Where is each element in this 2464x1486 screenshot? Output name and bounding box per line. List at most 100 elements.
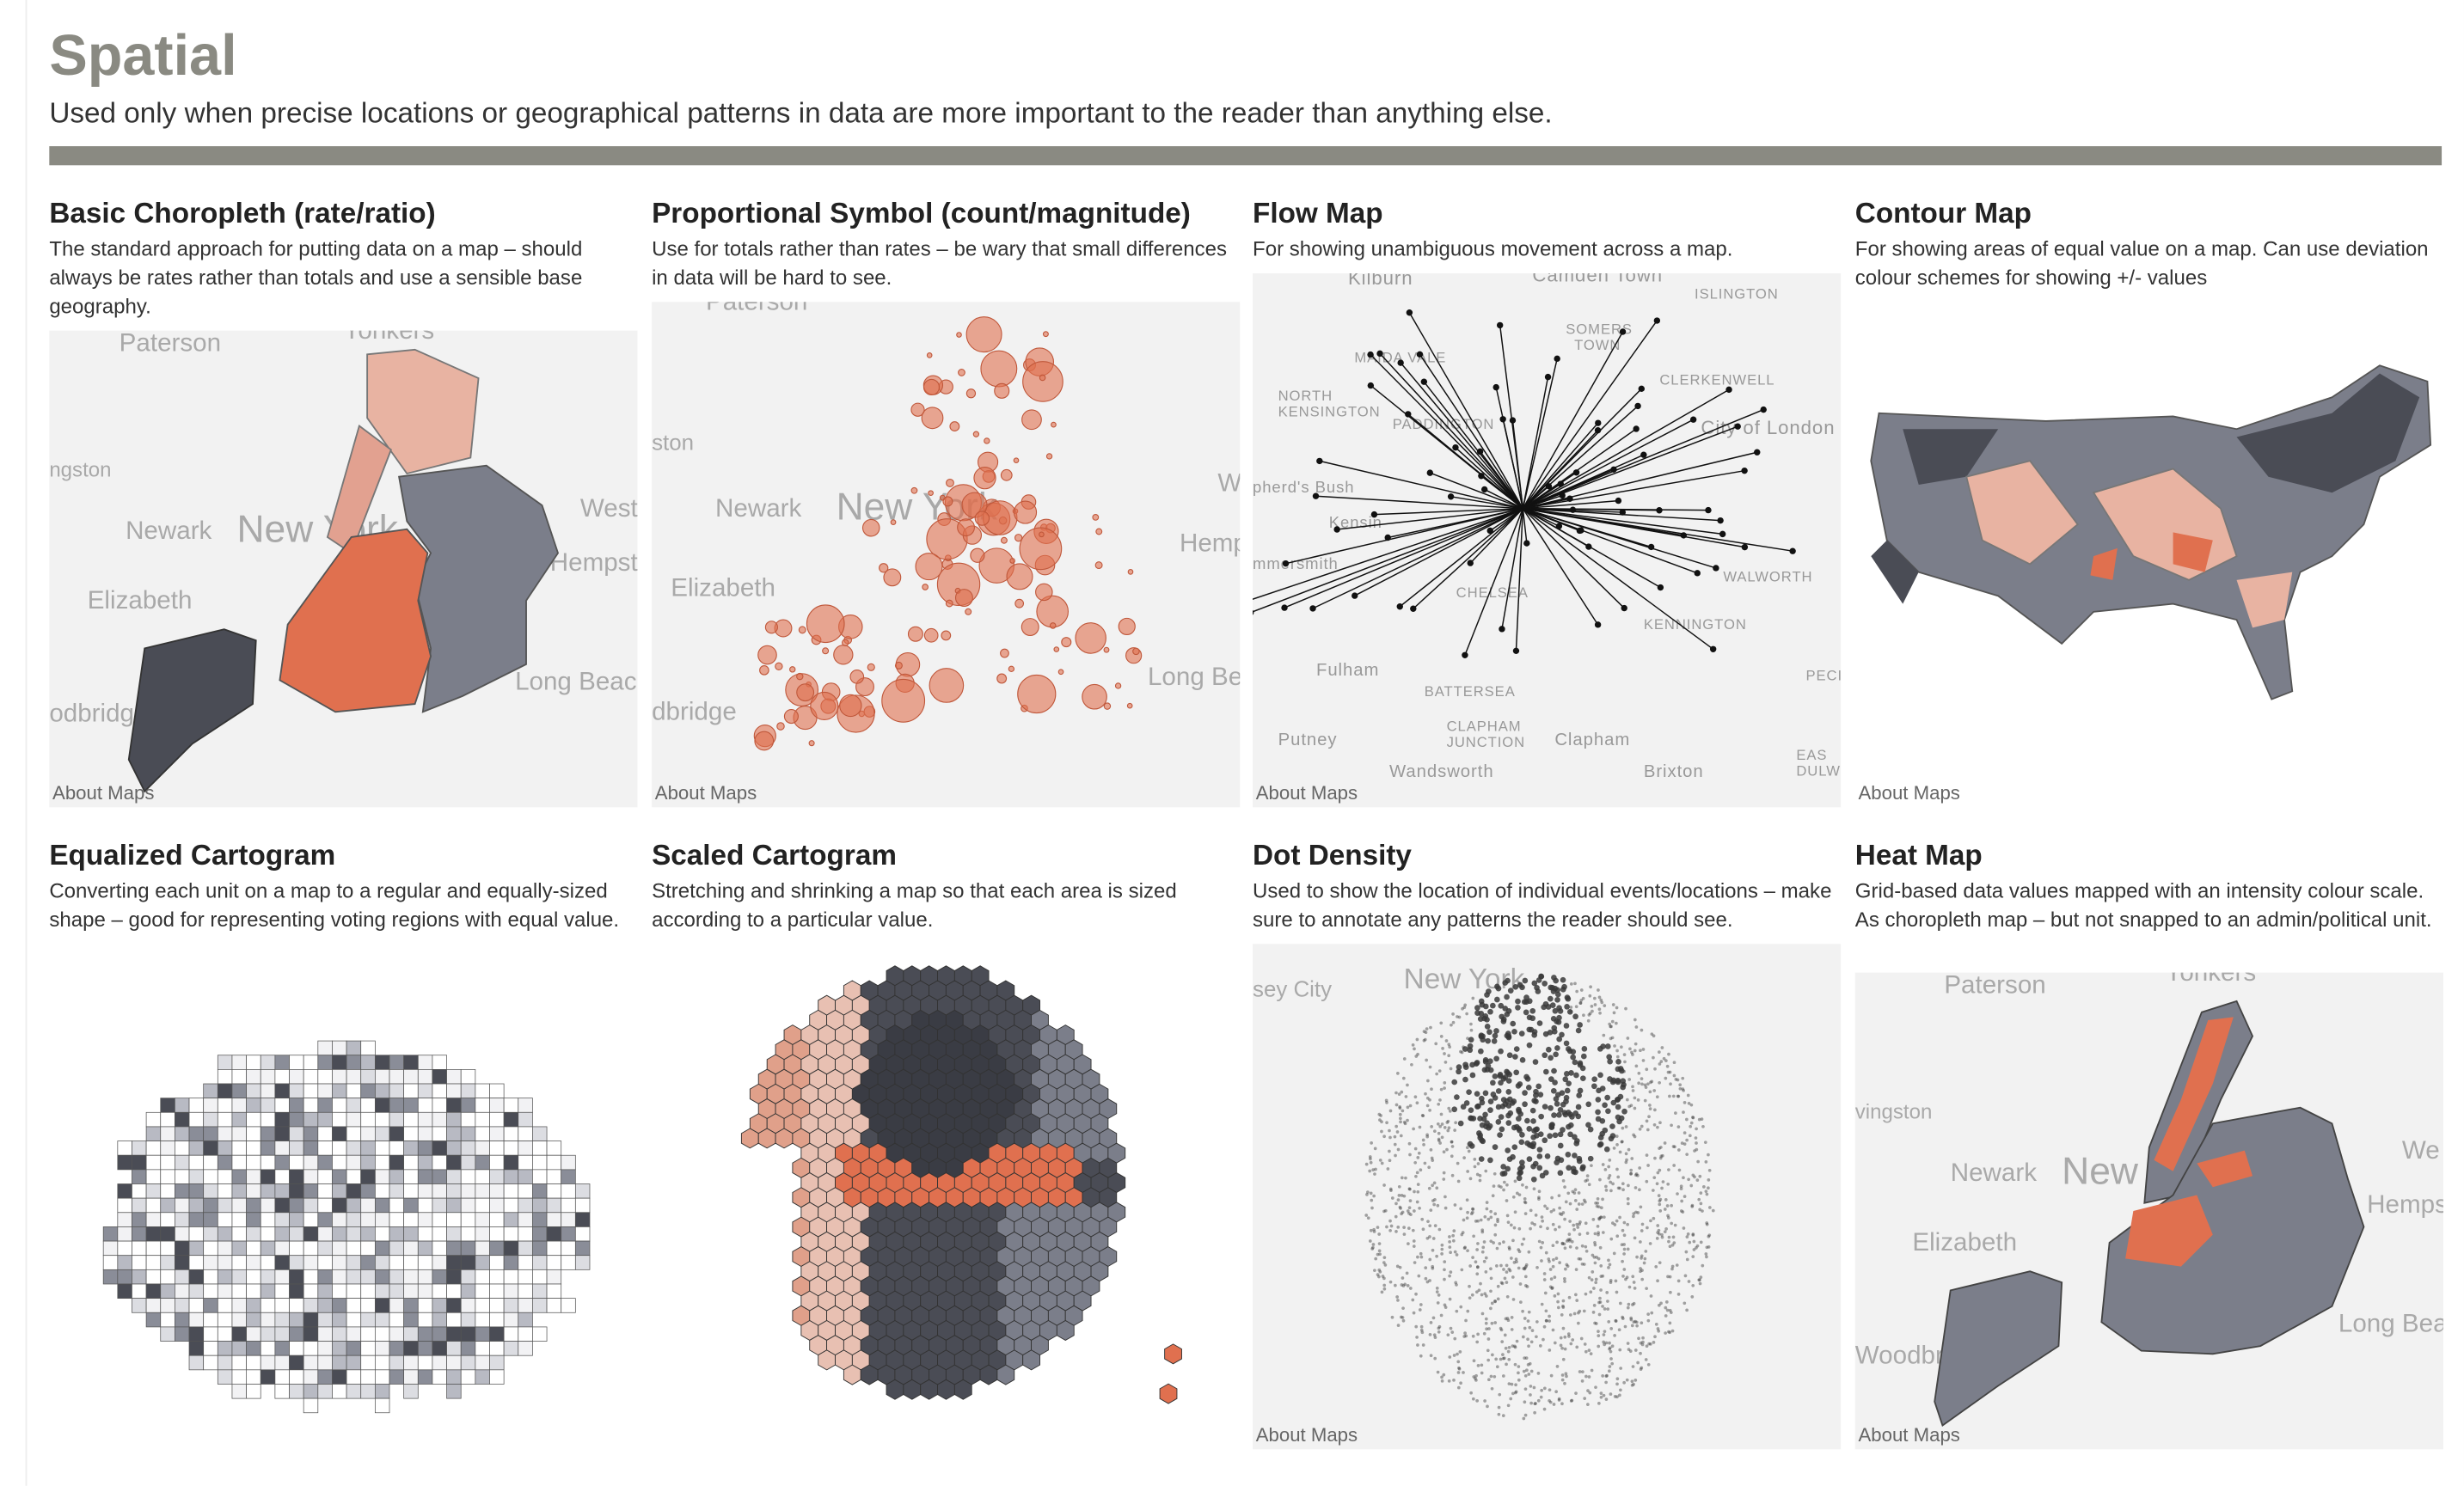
cartogram-cell bbox=[432, 1327, 447, 1342]
dot bbox=[1701, 1264, 1704, 1268]
cartogram-cell bbox=[346, 1084, 361, 1098]
dot bbox=[1627, 1306, 1630, 1310]
cartogram-cell bbox=[489, 1284, 504, 1299]
dot bbox=[1621, 1188, 1625, 1191]
dot bbox=[1603, 1004, 1606, 1007]
dot bbox=[1399, 1116, 1402, 1120]
dot bbox=[1640, 1083, 1644, 1086]
cartogram-cell bbox=[247, 1155, 261, 1170]
dot bbox=[1416, 1156, 1419, 1159]
dot bbox=[1428, 1235, 1431, 1238]
cartogram-cell bbox=[175, 1098, 189, 1113]
dot bbox=[1493, 1212, 1497, 1215]
dot bbox=[1652, 1176, 1656, 1179]
dot bbox=[1442, 1177, 1445, 1181]
dot-density-map[interactable]: sey City New York About Maps bbox=[1253, 944, 1841, 1449]
cartogram-cell bbox=[275, 1084, 290, 1098]
dot bbox=[1471, 997, 1474, 1000]
dot bbox=[1556, 1015, 1562, 1021]
cartogram-cell bbox=[318, 1241, 333, 1256]
dot bbox=[1486, 1348, 1490, 1352]
flow-map[interactable]: Kilburn Camden Town ISLINGTON SOMERS TOW… bbox=[1253, 273, 1841, 807]
cartogram-cell bbox=[332, 1299, 346, 1313]
dot bbox=[1517, 1267, 1521, 1270]
cartogram-cell bbox=[547, 1170, 561, 1184]
dot bbox=[1395, 1295, 1399, 1299]
dot bbox=[1578, 1191, 1581, 1195]
cartogram-cell bbox=[146, 1155, 161, 1170]
cartogram-cell bbox=[218, 1355, 232, 1370]
symbol-circle bbox=[1014, 458, 1019, 463]
dot bbox=[1521, 1310, 1524, 1313]
cartogram-cell bbox=[504, 1127, 518, 1141]
dot bbox=[1523, 1268, 1527, 1271]
dot bbox=[1585, 1101, 1591, 1107]
dot bbox=[1394, 1215, 1398, 1219]
dot bbox=[1370, 1207, 1374, 1210]
dot bbox=[1685, 1153, 1689, 1156]
dot bbox=[1437, 1327, 1440, 1330]
dot bbox=[1645, 1067, 1648, 1071]
dot bbox=[1591, 1005, 1594, 1008]
symbol-circle bbox=[1039, 532, 1045, 537]
cartogram-cell bbox=[404, 1184, 419, 1199]
symbol-circle bbox=[1046, 454, 1051, 459]
cartogram-cell bbox=[375, 1327, 389, 1342]
dot bbox=[1527, 1156, 1533, 1162]
dot bbox=[1549, 1268, 1553, 1271]
dot bbox=[1576, 1226, 1579, 1229]
dot bbox=[1541, 1220, 1544, 1223]
cartogram-cell bbox=[247, 1213, 261, 1227]
cartogram-cell bbox=[375, 1269, 389, 1284]
dot bbox=[1633, 1018, 1637, 1022]
cartogram-cell bbox=[332, 1256, 346, 1270]
cartogram-cell bbox=[447, 1141, 462, 1156]
heat-map[interactable]: Paterson Yonkers vingston Newark New We … bbox=[1855, 973, 2443, 1450]
about-maps-link[interactable]: About Maps bbox=[1256, 782, 1358, 804]
cartogram-cell bbox=[447, 1256, 462, 1270]
cartogram-cell bbox=[260, 1241, 275, 1256]
dot bbox=[1565, 1201, 1568, 1204]
about-maps-link[interactable]: About Maps bbox=[52, 782, 154, 804]
about-maps-link[interactable]: About Maps bbox=[1858, 1424, 1959, 1446]
dot bbox=[1627, 1197, 1630, 1201]
dot bbox=[1530, 1164, 1536, 1170]
choropleth-map[interactable]: Paterson Yonkers ngston Newark New York … bbox=[49, 331, 637, 808]
dot bbox=[1536, 977, 1542, 983]
dot bbox=[1475, 1290, 1479, 1293]
dot bbox=[1597, 1218, 1601, 1221]
dot bbox=[1440, 1375, 1443, 1379]
contour-map[interactable]: About Maps bbox=[1855, 302, 2443, 807]
dot bbox=[1433, 1129, 1437, 1133]
flow-endpoint bbox=[1410, 606, 1416, 612]
dot bbox=[1396, 1299, 1400, 1302]
dot bbox=[1596, 1116, 1602, 1122]
cartogram-cell bbox=[432, 1256, 447, 1270]
about-maps-link[interactable]: About Maps bbox=[1256, 1424, 1358, 1446]
dot bbox=[1414, 1095, 1418, 1098]
cartogram-cell bbox=[346, 1384, 361, 1398]
dot bbox=[1594, 1003, 1597, 1006]
cartogram-cell bbox=[204, 1198, 218, 1213]
cartogram-cell bbox=[375, 1241, 389, 1256]
dot bbox=[1441, 1244, 1444, 1247]
cartogram-cell bbox=[375, 1384, 389, 1398]
about-maps-link[interactable]: About Maps bbox=[1858, 782, 1959, 804]
dot bbox=[1530, 1370, 1534, 1373]
dot bbox=[1621, 1109, 1627, 1115]
dot bbox=[1483, 1240, 1486, 1244]
dot bbox=[1554, 997, 1560, 1003]
scaled-cartogram[interactable] bbox=[652, 944, 1240, 1449]
dot bbox=[1526, 1027, 1532, 1033]
dot bbox=[1451, 1145, 1455, 1148]
cartogram-cell bbox=[432, 1112, 447, 1127]
dot bbox=[1470, 1029, 1474, 1032]
proportional-symbol-map[interactable]: Paterson ston Newark New York W Hemp Eli… bbox=[652, 302, 1240, 807]
equalized-cartogram[interactable] bbox=[49, 973, 637, 1450]
about-maps-link[interactable]: About Maps bbox=[655, 782, 757, 804]
cartogram-cell bbox=[275, 1327, 290, 1342]
dot bbox=[1619, 1388, 1622, 1391]
cartogram-cell bbox=[175, 1226, 189, 1241]
cartogram-cell bbox=[332, 1384, 346, 1398]
dot bbox=[1564, 1246, 1567, 1250]
